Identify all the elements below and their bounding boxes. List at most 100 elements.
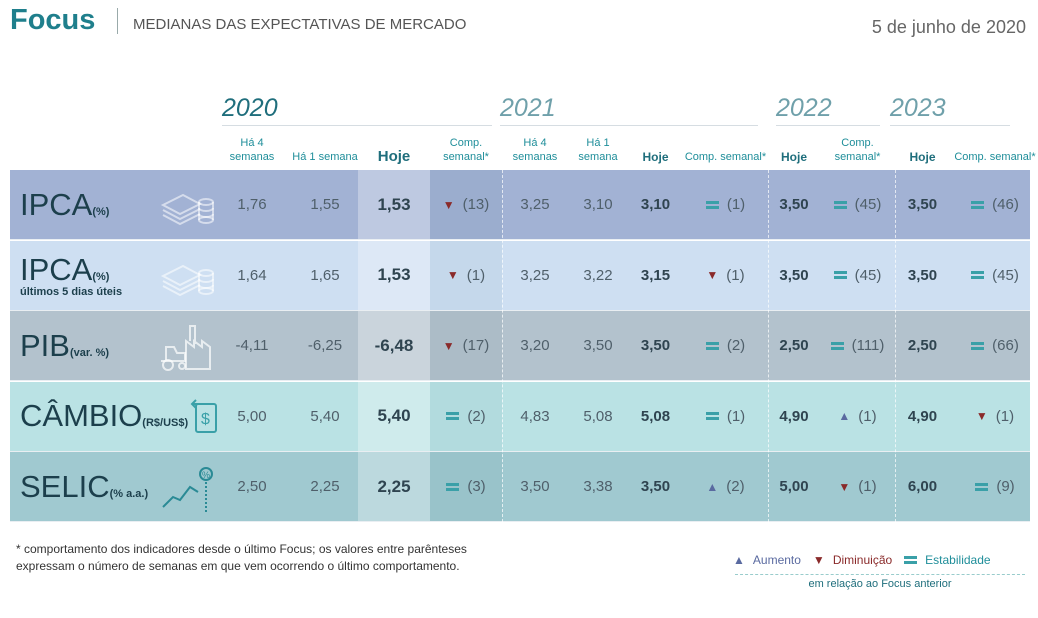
triangle-down-icon: ▼ — [446, 268, 459, 282]
weeks-count: (45) — [854, 266, 882, 284]
legend-eq: Estabilidade — [904, 553, 991, 567]
value-hoje: 2,25 — [358, 452, 430, 521]
year-2023: 2023 — [890, 94, 1010, 126]
equals-icon — [833, 271, 847, 279]
table-row: PIB(var. %) -4,11 -6,25 -6,48 ▼ (17) 3,20 3,50 3… — [10, 311, 1030, 381]
weeks-count: (3) — [467, 478, 486, 495]
report-date: 5 de junho de 2020 — [871, 17, 1026, 37]
col-header-hoje: Hoje — [642, 150, 669, 164]
equals-icon — [705, 412, 719, 420]
indicator-label: IPCA(%) — [20, 170, 109, 239]
equals-icon — [830, 341, 844, 350]
value-hoje: 3,15 — [640, 266, 671, 284]
value-hoje: 2,50 — [779, 337, 809, 354]
col-header-h4: Há 4 semanas — [229, 137, 275, 163]
value-hoje: 3,50 — [640, 478, 671, 495]
value-h1: 1,55 — [310, 196, 340, 213]
weeks-count: (45) — [992, 266, 1019, 284]
weekly-comparison: ▼ (1) — [820, 452, 895, 521]
divider — [117, 8, 118, 34]
equals-icon — [833, 200, 847, 209]
triangle-down-icon: ▼ — [975, 409, 988, 423]
indicator-name: CÂMBIO — [20, 398, 143, 433]
value-h4: 3,25 — [520, 266, 550, 284]
table-row: CÂMBIO(R$/US$) $5,00 5,40 5,40 (2) 4,83 5,08 5,… — [10, 381, 1030, 452]
value-h4: 5,00 — [237, 407, 267, 425]
divider — [768, 170, 769, 522]
value-h1: 5,40 — [310, 407, 340, 425]
indicator-label: SELIC(% a.a.) — [20, 452, 148, 521]
weeks-count: (1) — [726, 196, 746, 213]
value-h1: 5,08 — [583, 407, 613, 425]
money-coins-icon — [158, 251, 218, 301]
value-hoje: 1,53 — [358, 170, 430, 239]
weekly-comparison: ▼ (1) — [950, 382, 1038, 451]
weekly-comparison: ▼ (13) — [430, 170, 502, 239]
weekly-comparison: ▲ (1) — [820, 382, 895, 451]
equals-icon — [705, 341, 719, 350]
triangle-up-icon: ▲ — [706, 479, 719, 494]
triangle-down-icon: ▼ — [442, 197, 455, 212]
equals-icon — [446, 482, 460, 491]
weeks-count: (1) — [858, 478, 877, 495]
value-hoje: 4,90 — [907, 407, 938, 425]
value-hoje: 1,53 — [358, 240, 430, 310]
weeks-count: (2) — [467, 407, 486, 425]
currency-exchange-icon: $ — [158, 392, 218, 442]
equals-icon — [975, 482, 989, 491]
money-coins-icon — [158, 180, 218, 230]
indicator-name: PIB — [20, 327, 70, 363]
col-header-h1: Há 1 semana — [292, 151, 358, 163]
value-h1: 3,38 — [583, 478, 613, 495]
indicator-name: IPCA — [20, 186, 93, 222]
weekly-comparison: ▼ (1) — [430, 240, 502, 310]
weekly-comparison: (46) — [950, 170, 1038, 239]
legend-up: ▲ Aumento — [733, 553, 801, 567]
value-hoje: 5,08 — [640, 407, 671, 425]
weekly-comparison: (45) — [950, 241, 1038, 310]
value-hoje: 3,50 — [779, 266, 809, 284]
value-hoje: 4,90 — [779, 407, 809, 425]
value-h4: 2,50 — [237, 478, 267, 495]
value-h4: 3,20 — [520, 337, 550, 354]
value-h1: 3,22 — [583, 266, 613, 284]
weeks-count: (111) — [851, 337, 885, 354]
year-2022: 2022 — [776, 94, 880, 126]
col-header-hoje: Hoje — [377, 148, 411, 165]
svg-text:$: $ — [201, 411, 210, 428]
legend: ▲ Aumento ▼ Diminuição Estabilidade — [733, 553, 991, 567]
equals-icon — [904, 556, 918, 564]
weeks-count: (1) — [858, 407, 877, 425]
value-hoje: 5,40 — [358, 381, 430, 451]
divider — [895, 170, 896, 522]
weekly-comparison: ▼ (17) — [430, 311, 502, 380]
weekly-comparison: (66) — [950, 311, 1038, 380]
indicator-unit: (%) — [92, 205, 110, 218]
indicator-label: CÂMBIO(R$/US$) — [20, 382, 188, 451]
weekly-comparison: ▲ (2) — [683, 452, 768, 521]
triangle-down-icon: ▼ — [706, 268, 719, 282]
indicator-name: IPCA — [20, 252, 93, 287]
triangle-down-icon: ▼ — [442, 338, 455, 353]
value-hoje: 2,50 — [907, 337, 938, 354]
equals-icon — [971, 271, 985, 279]
value-h4: 3,50 — [520, 478, 550, 495]
weekly-comparison: ▼ (1) — [683, 241, 768, 310]
value-h1: 3,10 — [583, 196, 613, 213]
footnote: * comportamento dos indicadores desde o … — [16, 542, 467, 573]
legend-down: ▼ Diminuição — [812, 553, 893, 567]
weeks-count: (2) — [726, 478, 745, 495]
year-2020: 2020 — [222, 94, 492, 126]
weekly-comparison: (45) — [820, 241, 895, 310]
value-hoje: 3,10 — [640, 196, 671, 213]
indicator-unit: (var. %) — [69, 346, 110, 359]
weeks-count: (17) — [462, 337, 490, 354]
indicator-name: SELIC — [20, 468, 110, 504]
indicator-unit: (R$/US$) — [142, 417, 189, 429]
factory-tractor-icon — [158, 321, 218, 371]
value-h1: 3,50 — [583, 337, 613, 354]
value-h4: 1,64 — [237, 266, 267, 284]
indicator-unit: (%) — [92, 271, 110, 283]
value-hoje: 6,00 — [907, 478, 938, 495]
table-row: SELIC(% a.a.)% 2,50 2,25 2,25 (3) 3,50 3,38 3,5… — [10, 452, 1030, 522]
